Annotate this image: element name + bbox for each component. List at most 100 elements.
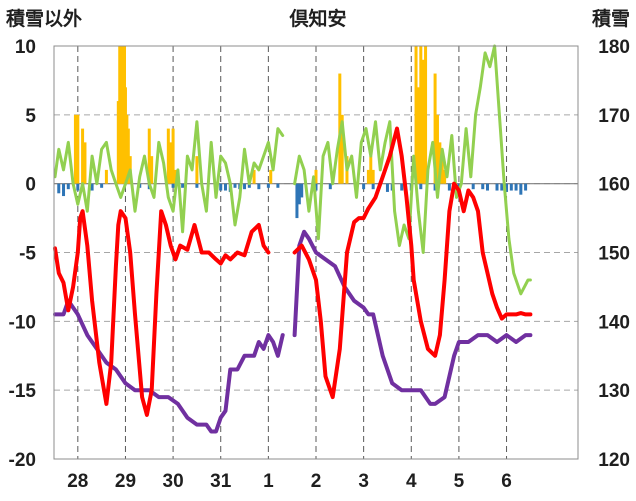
- left-tick-label: 10: [15, 37, 36, 58]
- x-tick-label: 3: [358, 471, 369, 492]
- snowfall-bar: [147, 128, 151, 184]
- snow-decrease-bar: [362, 183, 366, 190]
- left-tick-label: -20: [9, 450, 36, 471]
- snow-decrease-bar: [433, 183, 437, 191]
- snowfall-bar: [371, 169, 375, 184]
- snowfall-bar: [171, 128, 175, 184]
- snowfall-bar: [104, 169, 108, 184]
- snow-decrease-bar: [181, 183, 185, 188]
- snow-decrease-bar: [257, 183, 261, 190]
- snow-decrease-bar: [76, 183, 80, 191]
- snowfall-bar: [150, 156, 154, 184]
- snow-decrease-bar: [400, 183, 404, 191]
- right-tick-label: 160: [598, 175, 630, 196]
- snow-decrease-bar: [297, 183, 301, 205]
- snowfall-bar: [440, 156, 444, 184]
- snow_depth-line: [292, 229, 533, 406]
- snow-decrease-bar: [519, 183, 523, 195]
- snow-decrease-bar: [447, 183, 451, 191]
- series-lines: [53, 44, 533, 434]
- snowfall-bar: [76, 114, 80, 184]
- snow-decrease-bar: [62, 183, 66, 197]
- temperature-line: [292, 126, 533, 400]
- snowfall-bar: [424, 46, 428, 184]
- snowfall-bar: [314, 169, 318, 184]
- snow-decrease-bar: [385, 183, 389, 192]
- x-tick-label: 28: [67, 471, 88, 492]
- snowfall-bar: [433, 73, 437, 184]
- snow-decrease-bar: [233, 183, 237, 188]
- snow-decrease-bar: [300, 183, 304, 198]
- snowfall-bar: [435, 114, 439, 184]
- snow-decrease-bar: [514, 183, 518, 191]
- plot-frame: [53, 45, 579, 460]
- x-axis-ticks: 28 29 30 31 1 2 3 4 5 6: [67, 471, 512, 492]
- snow-decrease-bar: [66, 183, 70, 190]
- left-tick-label: -5: [19, 244, 36, 265]
- snowfall-bar: [169, 142, 173, 184]
- snow-decrease-bar: [328, 183, 332, 190]
- snow-decrease-bar: [295, 183, 299, 219]
- snow-decrease-bar: [195, 183, 199, 188]
- snow-decrease-bar: [481, 183, 485, 190]
- snow-decrease-bar: [223, 183, 227, 191]
- x-tick-label: 1: [263, 471, 274, 492]
- snow-decrease-bar: [314, 183, 318, 191]
- right-tick-label: 130: [598, 381, 630, 402]
- right-axis-title: 積雪: [592, 7, 630, 30]
- snow-decrease-bar: [276, 183, 280, 188]
- right-tick-label: 150: [598, 244, 630, 265]
- snowfall-bar: [73, 114, 77, 184]
- x-tick-label: 31: [210, 471, 232, 492]
- snowfall-bar: [419, 46, 423, 184]
- x-tick-label: 5: [454, 471, 465, 492]
- right-tick-label: 140: [598, 312, 630, 333]
- snow-decrease-bar: [247, 183, 251, 188]
- snow-decrease-bar: [57, 183, 61, 194]
- snowfall-bar: [416, 87, 420, 184]
- left-axis-ticks: 10 5 0 -5 -10 -15 -20: [9, 37, 37, 471]
- temperature-line: [53, 209, 271, 417]
- snow-decrease-bar: [243, 183, 247, 190]
- snowfall-bar: [252, 169, 256, 184]
- snow-decrease-bar: [90, 183, 94, 191]
- dewpoint-line: [293, 44, 532, 296]
- snowfall-bar: [340, 114, 344, 184]
- snowfall-bar: [421, 59, 425, 184]
- snow-decrease-bar: [266, 183, 270, 188]
- snow_depth-line: [53, 298, 285, 434]
- dewpoint-line: [53, 120, 285, 234]
- left-tick-label: 0: [25, 175, 36, 196]
- snowfall-bar: [173, 169, 177, 184]
- x-tick-label: 29: [115, 471, 136, 492]
- snowfall-bar: [195, 156, 199, 184]
- snow-decrease-bar: [371, 183, 375, 190]
- snow-decrease-bar: [471, 183, 475, 190]
- snowfall-bar: [366, 169, 370, 184]
- snow-decrease-bar: [419, 183, 423, 190]
- snowfall-bar: [166, 128, 170, 184]
- left-tick-label: -10: [9, 312, 36, 333]
- x-tick-label: 30: [163, 471, 184, 492]
- snow-decrease-bar: [219, 183, 223, 191]
- snow-decrease-bar: [100, 183, 104, 188]
- right-tick-label: 120: [598, 450, 630, 471]
- snow-decrease-bar: [485, 183, 489, 191]
- snow-decrease-bar: [495, 183, 499, 191]
- right-axis-ticks: 180 170 160 150 140 130 120: [598, 37, 630, 471]
- chart-title: 倶知安: [288, 7, 346, 30]
- right-tick-label: 180: [598, 37, 630, 58]
- left-axis-title: 積雪以外: [6, 7, 82, 30]
- left-tick-label: -15: [9, 381, 37, 402]
- snowfall-bar: [269, 169, 273, 184]
- snowfall-bar: [369, 156, 373, 184]
- snowfall-bar: [443, 169, 447, 184]
- snowfall-bar: [83, 142, 87, 184]
- snowfall-bar: [81, 128, 85, 184]
- snowfall-bar: [414, 46, 418, 184]
- snow-decrease-bar: [505, 183, 509, 192]
- snowfall-bar: [126, 128, 130, 184]
- snow-decrease-bar: [171, 183, 175, 188]
- right-tick-label: 170: [598, 106, 630, 127]
